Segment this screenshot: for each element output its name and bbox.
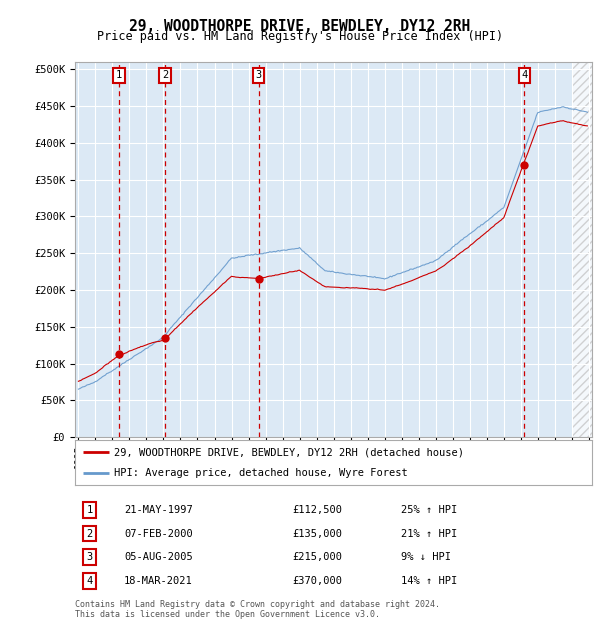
Text: 21% ↑ HPI: 21% ↑ HPI — [401, 528, 457, 539]
Text: 3: 3 — [86, 552, 92, 562]
Text: 1: 1 — [86, 505, 92, 515]
Text: 9% ↓ HPI: 9% ↓ HPI — [401, 552, 451, 562]
Text: 05-AUG-2005: 05-AUG-2005 — [124, 552, 193, 562]
Text: £112,500: £112,500 — [292, 505, 342, 515]
Text: 2: 2 — [86, 528, 92, 539]
Text: 4: 4 — [521, 70, 527, 80]
Text: 25% ↑ HPI: 25% ↑ HPI — [401, 505, 457, 515]
Text: HPI: Average price, detached house, Wyre Forest: HPI: Average price, detached house, Wyre… — [114, 467, 407, 478]
Text: 29, WOODTHORPE DRIVE, BEWDLEY, DY12 2RH: 29, WOODTHORPE DRIVE, BEWDLEY, DY12 2RH — [130, 19, 470, 33]
Text: 21-MAY-1997: 21-MAY-1997 — [124, 505, 193, 515]
Text: £370,000: £370,000 — [292, 576, 342, 587]
Text: 2: 2 — [162, 70, 168, 80]
Text: Price paid vs. HM Land Registry's House Price Index (HPI): Price paid vs. HM Land Registry's House … — [97, 30, 503, 43]
Text: £135,000: £135,000 — [292, 528, 342, 539]
Text: 14% ↑ HPI: 14% ↑ HPI — [401, 576, 457, 587]
Text: 4: 4 — [86, 576, 92, 587]
Text: 1: 1 — [116, 70, 122, 80]
Text: 3: 3 — [256, 70, 262, 80]
Text: 18-MAR-2021: 18-MAR-2021 — [124, 576, 193, 587]
Text: £215,000: £215,000 — [292, 552, 342, 562]
Text: 29, WOODTHORPE DRIVE, BEWDLEY, DY12 2RH (detached house): 29, WOODTHORPE DRIVE, BEWDLEY, DY12 2RH … — [114, 447, 464, 458]
Text: 07-FEB-2000: 07-FEB-2000 — [124, 528, 193, 539]
Text: Contains HM Land Registry data © Crown copyright and database right 2024.
This d: Contains HM Land Registry data © Crown c… — [75, 600, 440, 619]
